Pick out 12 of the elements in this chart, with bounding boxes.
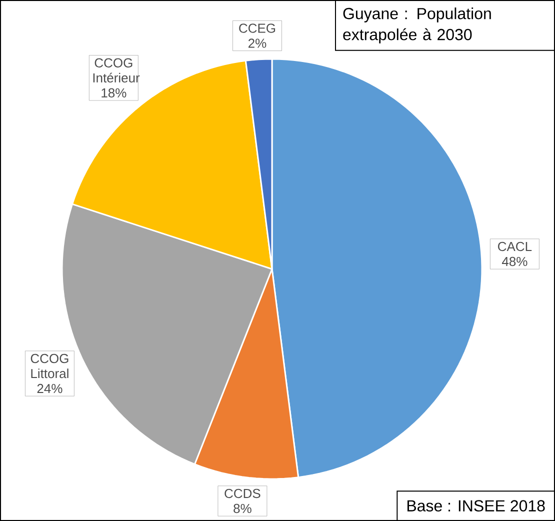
text: Base : INSEE 2018 — [407, 500, 545, 512]
data-label: 8% — [234, 504, 252, 514]
chart-title: Guyane : Population extrapolée à 2030 — [343, 7, 491, 44]
slice-label: CCDS — [224, 488, 260, 498]
slice-label: CCOG Littoral — [30, 354, 68, 378]
slice-label: CCEG — [239, 24, 276, 33]
data-label: 18% — [102, 88, 126, 98]
data-label: 24% — [37, 384, 62, 394]
slice-label: CACL — [498, 242, 532, 252]
data-label: 2% — [248, 38, 266, 48]
slice-label: CCOG Intérieur — [93, 58, 140, 82]
data-label: 48% — [502, 256, 528, 266]
